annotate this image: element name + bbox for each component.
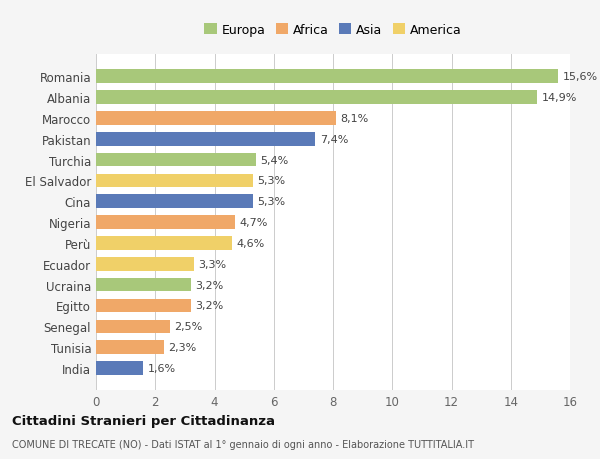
Bar bbox=[96, 195, 253, 208]
Text: 14,9%: 14,9% bbox=[542, 93, 577, 103]
Text: Cittadini Stranieri per Cittadinanza: Cittadini Stranieri per Cittadinanza bbox=[12, 414, 275, 428]
Text: 1,6%: 1,6% bbox=[148, 363, 176, 373]
Bar bbox=[96, 112, 336, 125]
Bar bbox=[96, 278, 191, 292]
Text: 7,4%: 7,4% bbox=[320, 134, 348, 145]
Text: 3,2%: 3,2% bbox=[195, 301, 223, 311]
Bar bbox=[96, 153, 256, 167]
Bar bbox=[96, 341, 164, 354]
Text: 5,4%: 5,4% bbox=[260, 155, 289, 165]
Text: COMUNE DI TRECATE (NO) - Dati ISTAT al 1° gennaio di ogni anno - Elaborazione TU: COMUNE DI TRECATE (NO) - Dati ISTAT al 1… bbox=[12, 440, 474, 449]
Bar bbox=[96, 216, 235, 230]
Bar bbox=[96, 257, 194, 271]
Text: 3,3%: 3,3% bbox=[198, 259, 226, 269]
Bar bbox=[96, 320, 170, 333]
Bar bbox=[96, 133, 315, 146]
Bar bbox=[96, 237, 232, 250]
Bar bbox=[96, 361, 143, 375]
Bar bbox=[96, 91, 538, 105]
Text: 3,2%: 3,2% bbox=[195, 280, 223, 290]
Bar bbox=[96, 70, 558, 84]
Bar bbox=[96, 299, 191, 313]
Text: 4,6%: 4,6% bbox=[237, 238, 265, 248]
Legend: Europa, Africa, Asia, America: Europa, Africa, Asia, America bbox=[202, 21, 464, 39]
Bar bbox=[96, 174, 253, 188]
Text: 5,3%: 5,3% bbox=[257, 197, 286, 207]
Text: 5,3%: 5,3% bbox=[257, 176, 286, 186]
Text: 2,5%: 2,5% bbox=[175, 322, 203, 331]
Text: 4,7%: 4,7% bbox=[239, 218, 268, 228]
Text: 15,6%: 15,6% bbox=[563, 72, 598, 82]
Text: 8,1%: 8,1% bbox=[340, 114, 368, 123]
Text: 2,3%: 2,3% bbox=[169, 342, 197, 353]
